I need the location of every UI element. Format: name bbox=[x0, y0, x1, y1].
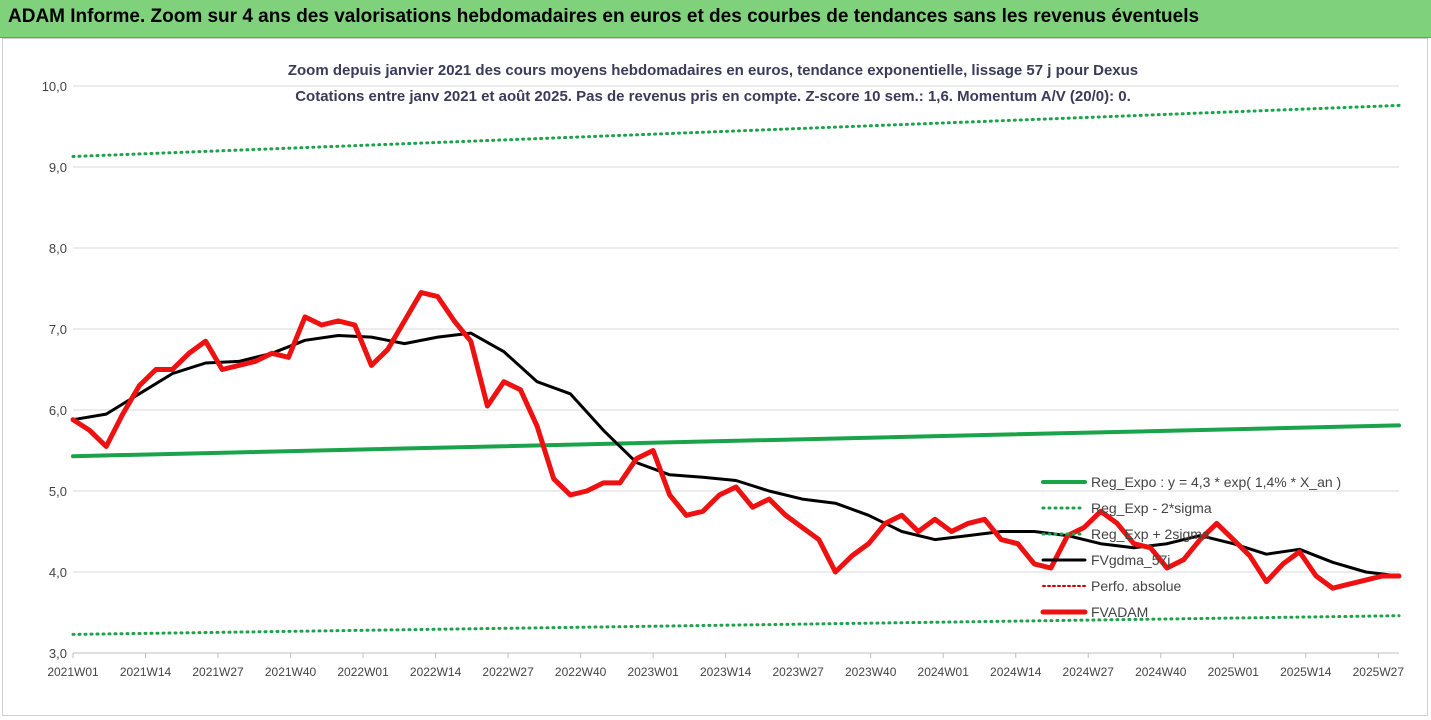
x-tick-label: 2022W27 bbox=[482, 665, 534, 679]
chart-title-line2: Cotations entre janv 2021 et août 2025. … bbox=[295, 88, 1131, 105]
y-tick-label: 3,0 bbox=[49, 646, 67, 661]
x-tick-label: 2024W40 bbox=[1135, 665, 1187, 679]
price-line bbox=[70, 290, 1402, 591]
legend-label: FVADAM bbox=[1091, 604, 1148, 620]
series-lines bbox=[70, 103, 1402, 636]
y-tick-label: 4,0 bbox=[49, 565, 67, 580]
y-tick-label: 8,0 bbox=[49, 241, 67, 256]
y-tick-label: 7,0 bbox=[49, 322, 67, 337]
legend-label: Reg_Exp + 2sigma bbox=[1091, 526, 1210, 542]
x-tick-label: 2022W01 bbox=[337, 665, 389, 679]
x-tick-label: 2024W01 bbox=[918, 665, 970, 679]
x-tick-label: 2023W14 bbox=[700, 665, 752, 679]
x-tick-label: 2022W14 bbox=[410, 665, 462, 679]
x-tick-label: 2025W01 bbox=[1208, 665, 1260, 679]
y-tick-label: 10,0 bbox=[42, 79, 67, 94]
x-tick-label: 2024W14 bbox=[990, 665, 1042, 679]
grid bbox=[73, 85, 1399, 654]
legend-label: Perfo. absolue bbox=[1091, 578, 1181, 594]
x-tick-label: 2023W01 bbox=[627, 665, 679, 679]
legend: Reg_Expo : y = 4,3 * exp( 1,4% * X_an ) R… bbox=[1040, 474, 1341, 620]
x-tick-label: 2021W27 bbox=[192, 665, 244, 679]
lower-band-line bbox=[71, 614, 1401, 636]
y-tick-label: 6,0 bbox=[49, 403, 67, 418]
x-tick-label: 2024W27 bbox=[1063, 665, 1115, 679]
legend-label: FVgdma_57j bbox=[1091, 552, 1170, 568]
y-axis-ticks: 3,0 4,0 5,0 6,0 7,0 8,0 9,0 10,0 bbox=[42, 79, 67, 661]
x-tick-label: 2021W40 bbox=[265, 665, 317, 679]
y-tick-label: 9,0 bbox=[49, 160, 67, 175]
x-tick-label: 2023W40 bbox=[845, 665, 897, 679]
x-tick-label: 2025W27 bbox=[1353, 665, 1405, 679]
trend-line bbox=[71, 423, 1401, 459]
x-tick-label: 2021W01 bbox=[47, 665, 99, 679]
line-chart: Zoom depuis janvier 2021 des cours moyen… bbox=[42, 62, 1405, 679]
legend-label: Reg_Expo : y = 4,3 * exp( 1,4% * X_an ) bbox=[1091, 474, 1341, 490]
legend-label: Reg_Exp - 2*sigma bbox=[1091, 500, 1212, 516]
x-tick-label: 2023W27 bbox=[772, 665, 824, 679]
report-title: ADAM Informe. Zoom sur 4 ans des valoris… bbox=[8, 6, 1200, 27]
chart-frame: Zoom depuis janvier 2021 des cours moyen… bbox=[2, 38, 1428, 716]
x-tick-label: 2021W14 bbox=[120, 665, 172, 679]
report-banner: ADAM Informe. Zoom sur 4 ans des valoris… bbox=[0, 0, 1431, 38]
x-tick-label: 2025W14 bbox=[1280, 665, 1332, 679]
chart-title-line1: Zoom depuis janvier 2021 des cours moyen… bbox=[288, 62, 1138, 79]
x-axis-ticks: 2021W01 2021W14 2021W27 2021W40 2022W01 2022W… bbox=[47, 653, 1404, 679]
y-tick-label: 5,0 bbox=[49, 484, 67, 499]
x-tick-label: 2022W40 bbox=[555, 665, 607, 679]
upper-band-line bbox=[71, 103, 1401, 158]
